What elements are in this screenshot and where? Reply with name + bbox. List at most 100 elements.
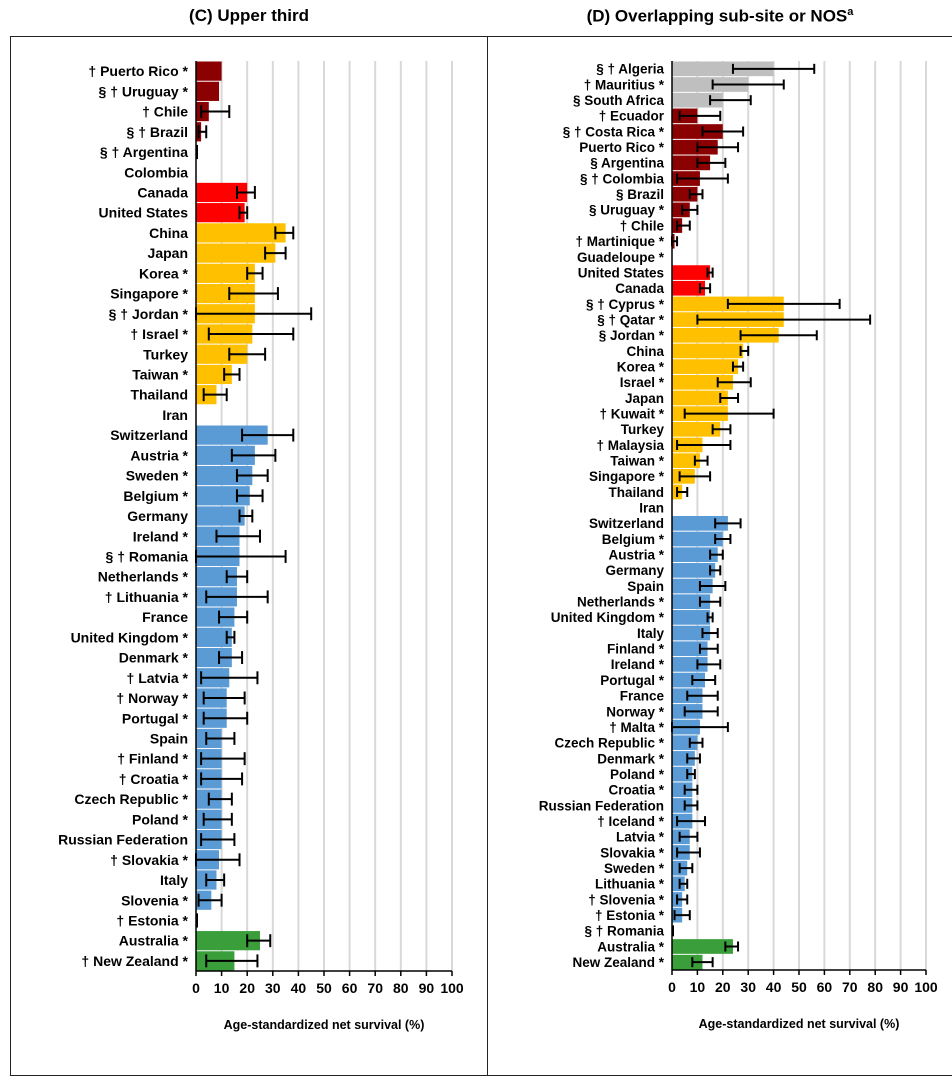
panel-c-x-tick-label: 10	[214, 980, 230, 996]
panel-c-category-label: § † Argentina	[100, 144, 188, 160]
panel-d-category-label: Norway *	[606, 704, 665, 719]
panel-c-category-label: Slovenia *	[121, 892, 188, 908]
panel-d-category-label: Canada	[615, 281, 664, 296]
panel-c-category-label: China	[149, 225, 188, 241]
panel-d-category-label: Thailand	[608, 485, 664, 500]
panel-c-x-tick-label: 40	[291, 980, 307, 996]
panel-d-category-label: Lithuania *	[595, 877, 665, 892]
panel-d-bar	[672, 421, 721, 437]
panel-d-category-label: † Malaysia	[596, 438, 664, 453]
panel-c-category-label: France	[142, 609, 188, 625]
panel-d-category-label: § Brazil	[616, 187, 664, 202]
panel-d-category-label: Latvia *	[616, 830, 665, 845]
panel-c-bar	[196, 263, 255, 283]
panel-d-x-tick-label: 60	[817, 979, 833, 995]
panel-d-x-tick-label: 20	[715, 979, 731, 995]
panel-c-bar	[196, 445, 255, 465]
panel-d-x-tick-label: 30	[740, 979, 756, 995]
panel-d-bar	[672, 139, 718, 155]
panel-c-category-label: Taiwan *	[132, 366, 188, 382]
panel-d-bar	[672, 155, 711, 171]
panel-c-bar	[196, 344, 248, 364]
panel-d-category-label: Sweden *	[604, 861, 665, 876]
panel-d-category-label: Switzerland	[589, 516, 664, 531]
panel-c-category-label: † Puerto Rico *	[88, 63, 188, 79]
panel-d-x-tick-label: 80	[867, 979, 883, 995]
panel-d-category-label: § Uruguay *	[589, 203, 665, 218]
panel-d-category-label: Slovakia *	[600, 845, 665, 860]
panel-d-bar	[672, 876, 685, 892]
panel-c-category-label: Korea *	[139, 265, 189, 281]
panel-d-category-label: Portugal *	[600, 673, 665, 688]
panel-c-x-tick-label: 80	[393, 980, 409, 996]
panel-d-category-label: Italy	[637, 626, 665, 641]
panel-d-bar	[672, 954, 703, 970]
panel-d-x-tick-label: 50	[791, 979, 807, 995]
panel-c-category-label: Australia *	[119, 933, 189, 949]
panel-d-category-label: § † Cyprus *	[586, 297, 665, 312]
panel-d-category-label: † Mauritius *	[584, 77, 665, 92]
panel-c-category-label: † Estonia *	[116, 912, 188, 928]
panel-d-category-label: New Zealand *	[572, 955, 664, 970]
panel-d-category-label: Austria *	[608, 548, 664, 563]
panel-d-category-label: Finland *	[607, 642, 665, 657]
panel-d-x-tick-label: 10	[690, 979, 706, 995]
panel-c-category-label: Singapore *	[110, 286, 188, 302]
panel-c-x-tick-label: 30	[265, 980, 281, 996]
panel-c-category-label: † Latvia *	[127, 670, 189, 686]
panel-c-title-text: (C) Upper third	[189, 6, 309, 25]
panel-c-category-label: † Croatia *	[119, 771, 189, 787]
panel-c-bar	[196, 61, 222, 81]
panel-c-category-label: § † Brazil	[127, 124, 188, 140]
panel-c-category-label: † Finland *	[117, 751, 188, 767]
panel-d-bar	[672, 343, 744, 359]
panel-d-category-label: † Iceland *	[597, 814, 665, 829]
panel-c-category-label: § † Romania	[106, 548, 189, 564]
panel-c-x-tick-label: 100	[440, 980, 464, 996]
panel-d-category-label: Iran	[639, 501, 664, 516]
panel-d-category-label: † Kuwait *	[599, 406, 664, 421]
panel-c-category-label: Turkey	[143, 346, 188, 362]
panel-d-bar	[672, 672, 706, 688]
panel-d-category-label: Puerto Rico *	[579, 140, 665, 155]
panel-d-category-label: § † Romania	[584, 924, 664, 939]
panel-c-x-tick-label: 50	[316, 980, 332, 996]
panel-c-category-label: Netherlands *	[98, 569, 189, 585]
panel-d-bar	[672, 359, 739, 374]
panel-d-x-tick-label: 70	[842, 979, 858, 995]
panel-d-bar	[672, 280, 706, 296]
panel-c-category-label: Austria *	[130, 447, 188, 463]
panel-c-bar	[196, 931, 260, 951]
panel-d-category-label: † Chile	[620, 218, 665, 233]
panel-d-category-label: China	[626, 344, 664, 359]
panel-d-category-label: Korea *	[617, 359, 665, 374]
panel-c-bar	[196, 647, 232, 668]
panel-c-category-label: † Chile	[142, 104, 188, 120]
panel-c-bar	[196, 425, 268, 445]
panel-c-category-label: Colombia	[124, 164, 188, 180]
panel-d-category-label: Taiwan *	[610, 454, 665, 469]
panel-c-category-label: Canada	[137, 184, 188, 200]
panel-d-x-tick-label: 40	[766, 979, 782, 995]
panel-d-bar	[672, 390, 728, 406]
panel-d-category-label: § † Costa Rica *	[563, 124, 665, 139]
panel-c-x-tick-label: 90	[419, 980, 435, 996]
panel-c-category-label: † New Zealand *	[81, 953, 188, 969]
panel-d-category-label: † Malta *	[609, 720, 665, 735]
panel-c-bar	[196, 203, 245, 223]
panel-d-bar	[672, 77, 749, 92]
panel-d-bar	[672, 516, 728, 531]
panel-c-category-label: United Kingdom *	[71, 629, 189, 645]
panel-d-bar	[672, 327, 779, 343]
panel-d-category-label: France	[620, 689, 665, 704]
panel-d-category-label: Denmark *	[597, 751, 665, 766]
panel-d-category-label: † Slovenia *	[588, 892, 665, 907]
panel-c-category-label: Thailand	[130, 387, 188, 403]
panel-c-category-label: § † Uruguay *	[99, 83, 189, 99]
panel-c-category-label: † Norway *	[116, 690, 188, 706]
panel-d-bar	[672, 625, 711, 641]
panel-c-category-label: † Israel *	[130, 326, 188, 342]
panel-d-category-label: § † Algeria	[596, 62, 664, 77]
panel-c-x-tick-label: 20	[239, 980, 255, 996]
panel-c-bar	[196, 607, 235, 627]
